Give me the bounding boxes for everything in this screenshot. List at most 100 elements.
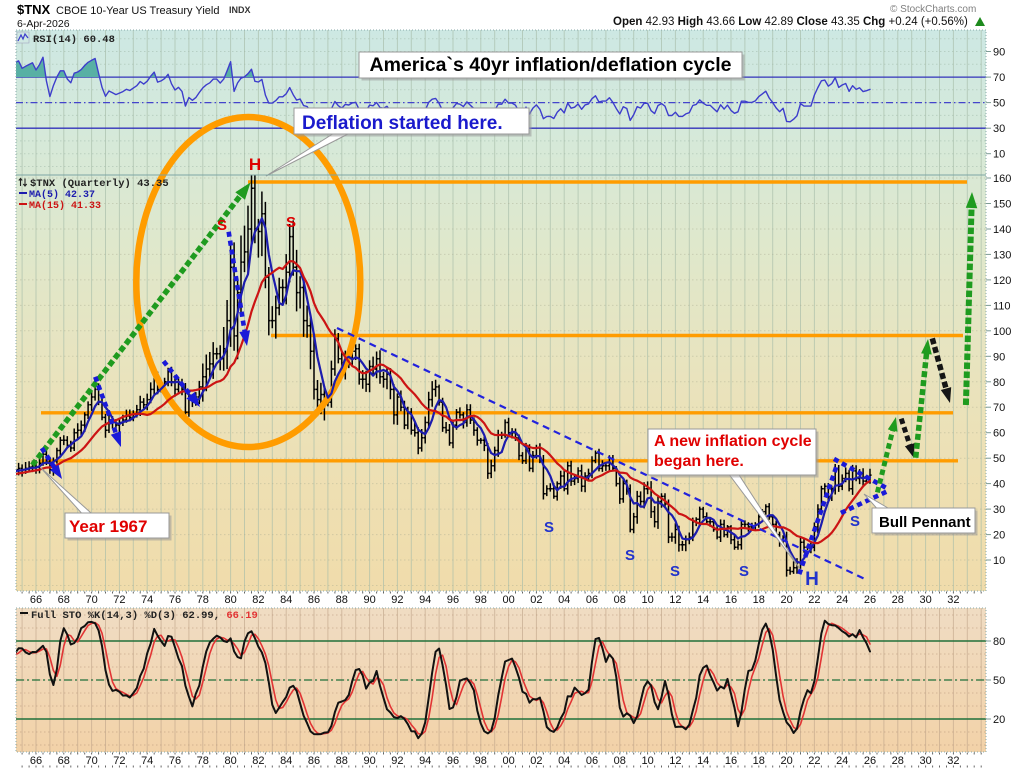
svg-text:78: 78 <box>197 755 209 767</box>
svg-text:22: 22 <box>808 594 820 606</box>
svg-text:26: 26 <box>864 594 876 606</box>
svg-text:78: 78 <box>197 594 209 606</box>
svg-text:Deflation started here.: Deflation started here. <box>302 113 503 134</box>
svg-text:30: 30 <box>993 123 1005 135</box>
svg-text:A new inflation cycle: A new inflation cycle <box>654 433 812 450</box>
svg-text:68: 68 <box>58 594 70 606</box>
svg-text:06: 06 <box>586 755 598 767</box>
svg-text:20: 20 <box>993 714 1005 726</box>
svg-text:00: 00 <box>502 594 514 606</box>
svg-text:H: H <box>249 155 261 174</box>
svg-text:32: 32 <box>947 755 959 767</box>
svg-text:MA(5) 42.37: MA(5) 42.37 <box>29 189 95 201</box>
svg-text:130: 130 <box>993 249 1011 261</box>
svg-text:28: 28 <box>892 594 904 606</box>
svg-text:20: 20 <box>780 755 792 767</box>
svg-text:S: S <box>670 563 680 580</box>
svg-text:92: 92 <box>391 594 403 606</box>
svg-text:08: 08 <box>614 755 626 767</box>
svg-text:90: 90 <box>993 351 1005 363</box>
svg-text:00: 00 <box>502 755 514 767</box>
svg-text:140: 140 <box>993 224 1011 236</box>
svg-text:02: 02 <box>530 755 542 767</box>
svg-text:12: 12 <box>669 755 681 767</box>
svg-text:84: 84 <box>280 594 292 606</box>
svg-text:16: 16 <box>725 755 737 767</box>
svg-text:32: 32 <box>947 594 959 606</box>
svg-text:92: 92 <box>391 755 403 767</box>
svg-text:04: 04 <box>558 755 570 767</box>
svg-text:74: 74 <box>141 594 153 606</box>
svg-text:72: 72 <box>113 755 125 767</box>
svg-text:50: 50 <box>993 98 1005 110</box>
svg-text:94: 94 <box>419 594 431 606</box>
svg-text:120: 120 <box>993 275 1011 287</box>
svg-text:14: 14 <box>697 594 709 606</box>
svg-text:10: 10 <box>993 149 1005 161</box>
svg-text:82: 82 <box>252 594 264 606</box>
svg-text:100: 100 <box>993 326 1011 338</box>
svg-text:86: 86 <box>308 755 320 767</box>
svg-text:S: S <box>625 547 635 564</box>
svg-text:70: 70 <box>85 755 97 767</box>
svg-text:16: 16 <box>725 594 737 606</box>
svg-text:86: 86 <box>308 594 320 606</box>
svg-text:INDX: INDX <box>229 5 251 15</box>
svg-text:12: 12 <box>669 594 681 606</box>
svg-text:CBOE 10-Year US Treasury Yield: CBOE 10-Year US Treasury Yield <box>56 5 219 17</box>
svg-text:10: 10 <box>993 555 1005 567</box>
svg-text:20: 20 <box>993 530 1005 542</box>
svg-text:04: 04 <box>558 594 570 606</box>
svg-text:90: 90 <box>993 47 1005 59</box>
svg-text:76: 76 <box>169 594 181 606</box>
svg-text:50: 50 <box>993 453 1005 465</box>
svg-text:30: 30 <box>919 755 931 767</box>
svg-text:Bull Pennant: Bull Pennant <box>879 514 971 531</box>
svg-text:14: 14 <box>697 755 709 767</box>
svg-text:H: H <box>805 569 819 590</box>
svg-text:S: S <box>217 217 227 234</box>
svg-text:18: 18 <box>753 594 765 606</box>
svg-text:72: 72 <box>113 594 125 606</box>
svg-text:RSI(14) 60.48: RSI(14) 60.48 <box>33 34 115 46</box>
svg-text:98: 98 <box>475 755 487 767</box>
svg-text:Year 1967: Year 1967 <box>69 517 147 536</box>
svg-text:30: 30 <box>919 594 931 606</box>
svg-text:18: 18 <box>753 755 765 767</box>
svg-text:160: 160 <box>993 173 1011 185</box>
svg-text:70: 70 <box>85 594 97 606</box>
svg-text:08: 08 <box>614 594 626 606</box>
svg-text:10: 10 <box>641 594 653 606</box>
svg-text:S: S <box>544 519 554 536</box>
svg-text:began here.: began here. <box>654 453 744 470</box>
svg-text:$TNX: $TNX <box>17 2 51 17</box>
svg-text:68: 68 <box>58 755 70 767</box>
svg-text:06: 06 <box>586 594 598 606</box>
svg-text:98: 98 <box>475 594 487 606</box>
svg-text:84: 84 <box>280 755 292 767</box>
svg-text:10: 10 <box>641 755 653 767</box>
svg-text:88: 88 <box>336 594 348 606</box>
svg-text:88: 88 <box>336 755 348 767</box>
svg-text:90: 90 <box>363 755 375 767</box>
svg-text:80: 80 <box>993 636 1005 648</box>
svg-text:40: 40 <box>993 479 1005 491</box>
svg-text:66: 66 <box>30 755 42 767</box>
svg-text:S: S <box>739 563 749 580</box>
svg-text:24: 24 <box>836 594 848 606</box>
svg-text:96: 96 <box>447 755 459 767</box>
svg-text:96: 96 <box>447 594 459 606</box>
svg-text:94: 94 <box>419 755 431 767</box>
svg-text:80: 80 <box>224 594 236 606</box>
svg-text:80: 80 <box>224 755 236 767</box>
svg-text:90: 90 <box>363 594 375 606</box>
svg-text:60: 60 <box>993 428 1005 440</box>
svg-text:76: 76 <box>169 755 181 767</box>
svg-text:70: 70 <box>993 402 1005 414</box>
svg-text:America`s 40yr inflation/defla: America`s 40yr inflation/deflation cycle <box>370 54 732 76</box>
svg-text:© StockCharts.com: © StockCharts.com <box>890 4 976 15</box>
svg-text:70: 70 <box>993 72 1005 84</box>
svg-text:80: 80 <box>993 377 1005 389</box>
svg-text:$TNX (Quarterly) 43.35: $TNX (Quarterly) 43.35 <box>30 178 169 190</box>
svg-text:50: 50 <box>993 675 1005 687</box>
